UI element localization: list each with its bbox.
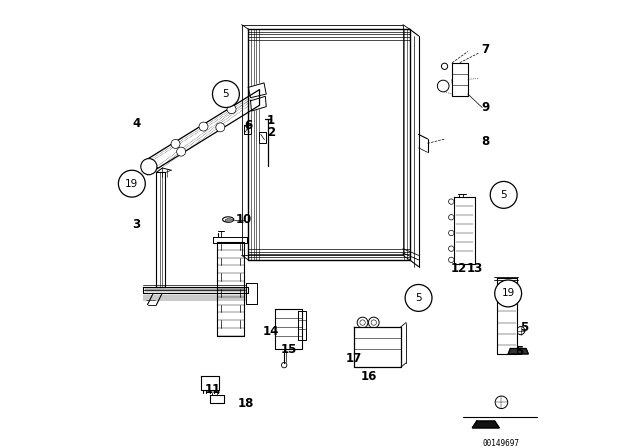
Text: 5: 5 [223,89,229,99]
Ellipse shape [223,217,234,222]
Circle shape [449,257,454,263]
Circle shape [437,80,449,92]
Text: 7: 7 [482,43,490,56]
Polygon shape [244,125,250,134]
Text: 19: 19 [125,179,138,189]
Polygon shape [452,63,468,96]
Polygon shape [246,283,257,304]
Polygon shape [454,197,474,264]
Circle shape [405,284,432,311]
Polygon shape [210,395,223,403]
Text: 5: 5 [415,293,422,303]
Circle shape [199,122,208,131]
Text: 12: 12 [451,262,467,276]
Circle shape [449,199,454,204]
Text: 9: 9 [482,101,490,114]
Circle shape [216,123,225,132]
Text: 14: 14 [262,325,279,338]
Polygon shape [147,90,260,175]
Circle shape [212,81,239,108]
Polygon shape [497,278,517,354]
Circle shape [449,246,454,251]
Text: 00149697: 00149697 [482,439,519,448]
Text: 18: 18 [238,396,254,410]
Circle shape [495,396,508,409]
Circle shape [357,317,368,328]
Circle shape [369,317,379,328]
Text: 11: 11 [204,383,221,396]
Circle shape [141,159,157,175]
Circle shape [449,215,454,220]
Circle shape [118,170,145,197]
Text: 10: 10 [236,213,252,226]
Circle shape [442,63,448,69]
Polygon shape [508,349,528,354]
Circle shape [282,362,287,368]
Text: 19: 19 [502,289,515,298]
Text: 1: 1 [267,114,275,128]
Text: 8: 8 [482,134,490,148]
Polygon shape [259,132,266,143]
Text: 6: 6 [244,119,252,132]
Text: 4: 4 [132,116,140,130]
Text: 3: 3 [132,217,140,231]
Text: 17: 17 [346,352,362,365]
Text: 5: 5 [520,320,528,334]
Text: 2: 2 [267,125,275,139]
Polygon shape [248,83,266,98]
Text: 5: 5 [500,190,507,200]
Text: 16: 16 [361,370,378,383]
Circle shape [171,139,180,148]
Polygon shape [275,309,302,349]
Polygon shape [353,327,401,367]
Ellipse shape [225,219,233,222]
Text: 5: 5 [515,345,524,358]
Text: 13: 13 [467,262,483,276]
Text: 15: 15 [280,343,297,356]
Circle shape [227,105,236,114]
Circle shape [495,280,522,307]
Polygon shape [248,29,410,260]
Polygon shape [143,287,248,293]
Circle shape [516,327,525,335]
Circle shape [177,147,186,156]
Polygon shape [201,376,219,390]
Polygon shape [213,237,248,243]
Polygon shape [250,96,266,111]
Polygon shape [156,172,165,287]
Polygon shape [472,421,499,428]
Circle shape [490,181,517,208]
Circle shape [449,230,454,236]
